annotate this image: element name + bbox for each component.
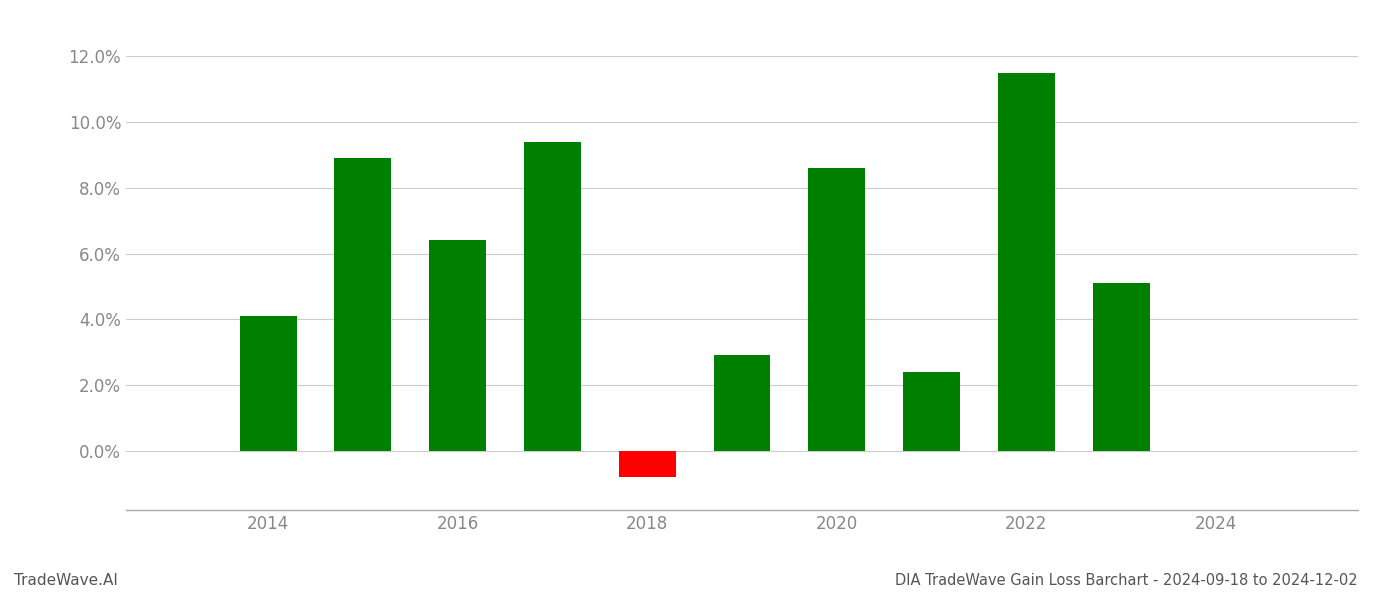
Text: TradeWave.AI: TradeWave.AI — [14, 573, 118, 588]
Bar — [430, 241, 486, 451]
Bar — [335, 158, 392, 451]
Bar — [714, 355, 770, 451]
Bar — [619, 451, 676, 477]
Bar — [239, 316, 297, 451]
Text: DIA TradeWave Gain Loss Barchart - 2024-09-18 to 2024-12-02: DIA TradeWave Gain Loss Barchart - 2024-… — [896, 573, 1358, 588]
Bar — [903, 372, 960, 451]
Bar — [524, 142, 581, 451]
Bar — [808, 168, 865, 451]
Bar — [1092, 283, 1149, 451]
Bar — [998, 73, 1054, 451]
